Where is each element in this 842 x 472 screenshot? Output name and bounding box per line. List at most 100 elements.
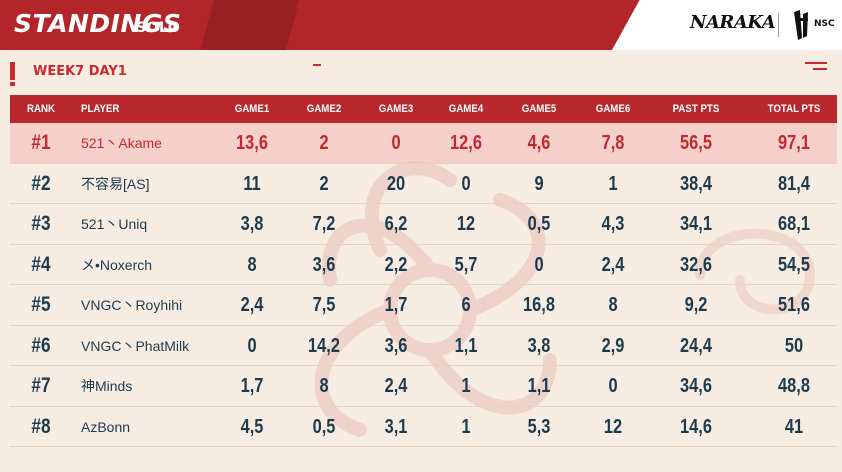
header-game1: GAME1 bbox=[234, 103, 270, 115]
background-swirl-art bbox=[695, 228, 816, 315]
game5-cell: 3,8 bbox=[527, 334, 551, 357]
game1-cell: 2,4 bbox=[240, 294, 264, 316]
past-pts-cell: 9,2 bbox=[684, 294, 708, 316]
game4-cell: 6 bbox=[461, 294, 471, 316]
game2-cell: 7,5 bbox=[312, 294, 336, 316]
table-header: RANK PLAYER GAME1 GAME2 GAME3 GAME4 GAME… bbox=[10, 95, 837, 123]
header-band: STANDINGS SOLO NARAKA NSC bbox=[0, 0, 842, 50]
player-cell: VNGC丶PhatMilk bbox=[81, 337, 190, 354]
total-pts-cell: 81,4 bbox=[778, 172, 810, 195]
game1-cell: 1,7 bbox=[240, 375, 264, 397]
game6-cell: 12 bbox=[603, 415, 623, 438]
rank-cell: #8 bbox=[31, 414, 51, 438]
background-flower-art bbox=[314, 161, 557, 437]
rank-cell: #5 bbox=[31, 293, 51, 316]
total-pts-cell: 97,1 bbox=[778, 132, 810, 154]
past-pts-cell: 24,4 bbox=[680, 334, 712, 357]
game5-cell: 1,1 bbox=[527, 375, 551, 397]
game1-cell: 0 bbox=[247, 334, 257, 357]
game2-cell: 3,6 bbox=[312, 253, 336, 276]
decorative-dash bbox=[313, 64, 321, 66]
game6-cell: 0 bbox=[608, 375, 618, 397]
header-player: PLAYER bbox=[81, 103, 120, 115]
game3-cell: 20 bbox=[386, 172, 406, 195]
header-rank: RANK bbox=[27, 103, 55, 115]
past-pts-cell: 14,6 bbox=[680, 415, 712, 438]
table-row: #5 VNGC丶Royhihi 2,4 7,5 1,7 6 16,8 8 9,2… bbox=[10, 285, 837, 326]
table-row: #6 VNGC丶PhatMilk 0 14,2 3,6 1,1 3,8 2,9 … bbox=[10, 326, 837, 366]
game2-cell: 0,5 bbox=[312, 415, 336, 438]
table-row: #2 不容易[AS] 11 2 20 0 9 1 38,4 81,4 bbox=[10, 164, 837, 204]
player-cell: VNGC丶Royhihi bbox=[81, 297, 183, 313]
past-pts-cell: 34,1 bbox=[680, 213, 712, 235]
game4-cell: 0 bbox=[461, 172, 471, 195]
game2-cell: 8 bbox=[319, 375, 329, 397]
game2-cell: 7,2 bbox=[312, 213, 336, 235]
game3-cell: 3,1 bbox=[384, 415, 408, 438]
player-cell: 521丶Uniq bbox=[81, 216, 148, 232]
player-cell: 不容易[AS] bbox=[81, 175, 150, 192]
game2-cell: 14,2 bbox=[308, 334, 340, 357]
player-cell: 神Minds bbox=[81, 378, 133, 394]
rank-cell: #7 bbox=[31, 374, 51, 397]
total-pts-cell: 48,8 bbox=[778, 375, 810, 397]
table-row: #8 AzBonn 4,5 0,5 3,1 1 5,3 12 14,6 41 bbox=[10, 407, 837, 447]
past-pts-cell: 32,6 bbox=[680, 253, 712, 276]
total-pts-cell: 51,6 bbox=[778, 294, 810, 316]
player-cell: 521丶Akame bbox=[81, 135, 162, 151]
page-title: STANDINGS bbox=[14, 9, 182, 38]
rank-cell: #6 bbox=[31, 333, 51, 357]
total-pts-cell: 41 bbox=[784, 415, 804, 438]
game5-cell: 16,8 bbox=[523, 294, 555, 316]
table-row: #4 メ•Noxerch 8 3,6 2,2 5,7 0 2,4 32,6 54… bbox=[10, 245, 837, 285]
game3-cell: 2,4 bbox=[384, 375, 408, 397]
week-day-label: WEEK7 DAY1 bbox=[33, 64, 127, 79]
header-game3: GAME3 bbox=[378, 103, 414, 115]
player-cell: AzBonn bbox=[81, 418, 131, 435]
game6-cell: 7,8 bbox=[601, 132, 625, 154]
week-marker-small bbox=[10, 82, 15, 86]
past-pts-cell: 38,4 bbox=[680, 172, 712, 195]
game5-cell: 4,6 bbox=[527, 132, 551, 154]
game6-cell: 2,9 bbox=[601, 334, 625, 357]
rank-cell: #2 bbox=[31, 171, 51, 195]
game6-cell: 8 bbox=[608, 294, 618, 316]
game1-cell: 13,6 bbox=[236, 132, 268, 154]
nsc-logo-icon bbox=[794, 10, 808, 40]
total-pts-cell: 54,5 bbox=[778, 253, 810, 276]
game5-cell: 9 bbox=[534, 172, 544, 195]
game4-cell: 1 bbox=[461, 415, 471, 438]
game1-cell: 8 bbox=[247, 253, 257, 276]
game1-cell: 4,5 bbox=[240, 415, 264, 438]
header-game4: GAME4 bbox=[448, 103, 484, 115]
game4-cell: 1,1 bbox=[454, 334, 478, 357]
game5-cell: 0,5 bbox=[527, 213, 551, 235]
game6-cell: 4,3 bbox=[601, 213, 625, 235]
table-body: #1 521丶Akame 13,6 2 0 12,6 4,6 7,8 56,5 … bbox=[10, 123, 837, 447]
header-game6: GAME6 bbox=[595, 103, 631, 115]
total-pts-cell: 68,1 bbox=[778, 213, 810, 235]
game1-cell: 11 bbox=[243, 172, 261, 195]
game4-cell: 12 bbox=[456, 213, 476, 235]
game3-cell: 0 bbox=[391, 132, 401, 154]
table-row: #3 521丶Uniq 3,8 7,2 6,2 12 0,5 4,3 34,1 … bbox=[10, 204, 837, 245]
header-total-pts: TOTAL PTS bbox=[767, 103, 821, 115]
past-pts-cell: 34,6 bbox=[680, 375, 712, 397]
game6-cell: 2,4 bbox=[601, 253, 625, 276]
header-game5: GAME5 bbox=[521, 103, 557, 115]
header-game2: GAME2 bbox=[306, 103, 342, 115]
game4-cell: 5,7 bbox=[454, 253, 478, 276]
game4-cell: 1 bbox=[461, 375, 471, 397]
past-pts-cell: 56,5 bbox=[680, 132, 712, 154]
game5-cell: 0 bbox=[534, 253, 544, 276]
game5-cell: 5,3 bbox=[527, 415, 551, 438]
week-marker bbox=[10, 62, 15, 80]
rank-cell: #4 bbox=[31, 252, 51, 276]
page-subtitle: SOLO bbox=[136, 20, 181, 36]
game2-cell: 2 bbox=[319, 132, 329, 154]
game3-cell: 6,2 bbox=[384, 213, 408, 235]
game3-cell: 3,6 bbox=[384, 334, 408, 357]
player-cell: メ•Noxerch bbox=[81, 256, 153, 273]
header-past-pts: PAST PTS bbox=[672, 103, 720, 115]
nsc-logo-text: NSC bbox=[814, 19, 835, 29]
